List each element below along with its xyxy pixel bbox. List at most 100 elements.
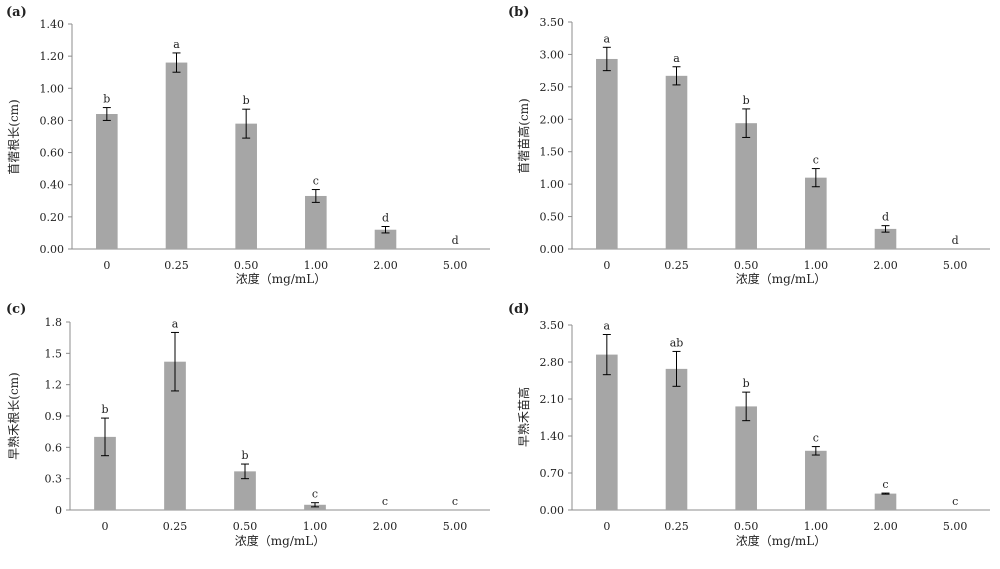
y-tick-label: 3.50 xyxy=(540,319,565,332)
x-tick-label: 0.25 xyxy=(164,259,189,272)
x-tick-label: 5.00 xyxy=(943,520,968,533)
bar-1.00 xyxy=(304,504,326,510)
x-tick-label: 2.00 xyxy=(373,520,398,533)
significance-letter: d xyxy=(882,211,889,224)
significance-letter: b xyxy=(743,94,750,107)
significance-letter: c xyxy=(382,495,388,508)
x-tick-label: 1.00 xyxy=(804,520,829,533)
x-tick-label: 0.25 xyxy=(163,520,188,533)
bar-0.25 xyxy=(665,368,688,510)
y-tick-label: 1.40 xyxy=(540,430,565,443)
x-tick-label: 0.50 xyxy=(734,520,759,533)
y-tick-label: 0.20 xyxy=(40,211,65,224)
x-tick-label: 1.00 xyxy=(303,520,328,533)
significance-letter: c xyxy=(882,478,888,491)
panel-label: (c) xyxy=(6,302,26,317)
x-tick-label: 2.00 xyxy=(373,259,398,272)
y-tick-label: 2.10 xyxy=(540,393,565,406)
x-tick-label: 0 xyxy=(102,520,109,533)
significance-letter: b xyxy=(241,449,248,462)
y-axis-title: 苜蓿根长(cm) xyxy=(7,99,21,174)
bar-0.50 xyxy=(235,123,257,249)
significance-letter: c xyxy=(813,154,819,167)
panel-3: (d) 0.00 0.70 1.40 2.10 2.80 3.50 a 0 ab 0.25 b 0.50… xyxy=(508,302,990,548)
x-tick-label: 2.00 xyxy=(873,520,898,533)
significance-letter: c xyxy=(313,175,319,188)
significance-letter: ab xyxy=(670,336,684,349)
significance-letter: a xyxy=(604,32,611,45)
bar-0 xyxy=(96,114,118,249)
y-tick-label: 0.80 xyxy=(40,114,65,127)
y-tick-label: 0.00 xyxy=(540,243,565,256)
x-tick-label: 5.00 xyxy=(443,520,468,533)
bar-0 xyxy=(596,354,618,510)
panel-label: (b) xyxy=(508,5,529,20)
x-tick-label: 0 xyxy=(103,259,110,272)
x-tick-label: 0.50 xyxy=(233,520,258,533)
significance-letter: a xyxy=(604,320,611,333)
y-axis-title: 早熟禾根长(cm) xyxy=(6,372,21,459)
bar-0.50 xyxy=(234,471,256,510)
y-tick-label: 0.00 xyxy=(540,504,565,517)
significance-letter: c xyxy=(813,432,819,445)
significance-letter: c xyxy=(952,495,958,508)
y-tick-label: 1.20 xyxy=(40,50,65,63)
y-tick-label: 1.00 xyxy=(540,178,565,191)
bar-0.50 xyxy=(735,123,757,249)
x-axis-title: 浓度（mg/mL） xyxy=(236,271,326,286)
panel-label: (a) xyxy=(6,5,27,20)
x-tick-label: 0 xyxy=(603,520,610,533)
significance-letter: a xyxy=(673,52,680,65)
y-tick-label: 2.00 xyxy=(540,113,565,126)
significance-letter: d xyxy=(952,234,959,247)
y-axis-title: 早熟禾苗高 xyxy=(516,387,531,447)
y-tick-label: 3.50 xyxy=(540,16,565,29)
bar-2.00 xyxy=(874,228,897,249)
x-tick-label: 5.00 xyxy=(943,259,968,272)
significance-letter: b xyxy=(743,377,750,390)
bar-0 xyxy=(596,58,618,250)
bar-1.00 xyxy=(805,177,827,249)
x-axis-title: 浓度（mg/mL） xyxy=(235,533,325,548)
y-tick-label: 0.40 xyxy=(40,179,65,192)
bar-2.00 xyxy=(374,229,397,249)
significance-letter: d xyxy=(452,234,459,247)
y-tick-label: 1.2 xyxy=(45,379,63,392)
bar-0.50 xyxy=(735,406,757,510)
bar-0 xyxy=(94,436,116,510)
panel-2: (c) 0 0.3 0.6 0.9 1.2 1.5 1.8 b 0 a 0.25 b 0.50 c 1.00 c… xyxy=(6,302,490,548)
panel-0: (a) 0.00 0.20 0.40 0.60 0.80 1.00 1.20 1.40 b 0 a 0.… xyxy=(6,5,490,286)
significance-letter: c xyxy=(312,488,318,501)
bar-0.25 xyxy=(165,62,188,250)
significance-letter: a xyxy=(173,38,180,51)
y-tick-label: 2.80 xyxy=(540,356,565,369)
y-tick-label: 0 xyxy=(55,504,62,517)
y-tick-label: 0.3 xyxy=(45,473,63,486)
y-tick-label: 0.70 xyxy=(540,467,565,480)
x-tick-label: 0.25 xyxy=(664,520,689,533)
significance-letter: c xyxy=(452,495,458,508)
panel-label: (d) xyxy=(508,302,529,317)
y-tick-label: 1.00 xyxy=(40,82,65,95)
x-axis-title: 浓度（mg/mL） xyxy=(736,271,826,286)
y-axis-title: 苜蓿苗高(cm) xyxy=(516,98,531,173)
y-tick-label: 0.60 xyxy=(40,147,65,160)
x-tick-label: 2.00 xyxy=(873,259,898,272)
y-tick-label: 1.8 xyxy=(45,316,63,329)
bar-1.00 xyxy=(805,450,827,510)
significance-letter: d xyxy=(382,212,389,225)
x-tick-label: 5.00 xyxy=(443,259,468,272)
significance-letter: b xyxy=(101,403,108,416)
y-tick-label: 1.5 xyxy=(45,347,63,360)
panel-1: (b) 0.00 0.50 1.00 1.50 2.00 2.50 3.00 3.50 a 0 a 0.… xyxy=(508,5,990,286)
significance-letter: b xyxy=(243,94,250,107)
y-tick-label: 1.50 xyxy=(540,146,565,159)
x-axis-title: 浓度（mg/mL） xyxy=(736,533,826,548)
x-tick-label: 0 xyxy=(603,259,610,272)
y-tick-label: 0.9 xyxy=(45,410,63,423)
x-tick-label: 0.50 xyxy=(234,259,259,272)
x-tick-label: 0.50 xyxy=(734,259,759,272)
bar-0.25 xyxy=(164,361,186,510)
